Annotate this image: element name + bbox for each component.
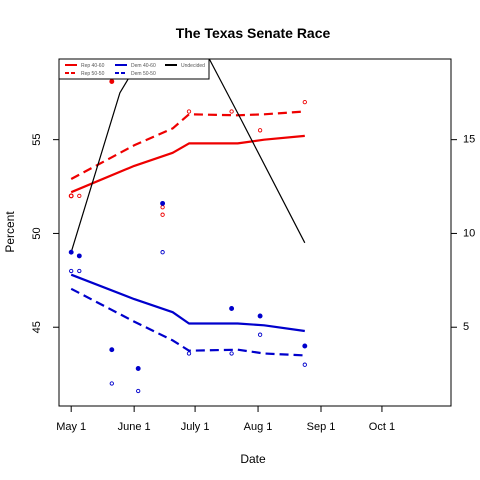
point-dem-50-50 (77, 268, 82, 274)
x-tick-label: May 1 (56, 421, 86, 433)
plot-frame (58, 58, 452, 407)
point-dem-50-50 (160, 250, 165, 255)
line-dem-40-60 (70, 273, 305, 333)
x-tick-label: June 1 (118, 421, 151, 433)
observation-points (68, 79, 308, 394)
point-dem-40-60 (257, 313, 263, 319)
y2-tick-label: 5 (463, 321, 469, 333)
point-rep-50-50 (69, 193, 74, 199)
series-lines (70, 59, 306, 357)
y-axis-left: 45 50 55 (31, 134, 60, 333)
point-rep-40-60 (109, 79, 115, 84)
point-rep-50-50 (77, 193, 82, 199)
point-rep-50-50 (302, 99, 307, 105)
legend-label-dem-40-60: Dem 40-60 (131, 63, 156, 69)
point-rep-50-50 (186, 109, 192, 114)
point-dem-50-50 (136, 388, 141, 394)
y2-tick-label: 10 (463, 227, 475, 239)
x-tick-label: Aug 1 (244, 421, 273, 433)
point-dem-50-50 (69, 268, 74, 274)
y-tick-label: 45 (31, 321, 43, 333)
point-dem-40-60 (229, 306, 235, 311)
point-dem-40-60 (109, 347, 115, 353)
point-dem-40-60 (68, 249, 74, 255)
line-rep-40-60 (70, 134, 305, 194)
legend-label-rep-40-60: Rep 40-60 (81, 63, 105, 69)
x-axis: May 1 June 1 July 1 Aug 1 Sep 1 Oct 1 (56, 405, 395, 433)
point-rep-50-50 (257, 128, 263, 133)
point-dem-50-50 (186, 351, 192, 356)
point-dem-50-50 (109, 381, 114, 386)
line-undecided (70, 59, 306, 253)
x-axis-label: Date (240, 452, 266, 466)
legend-label-rep-50-50: Rep 50-50 (81, 71, 105, 77)
line-dem-50-50 (70, 287, 305, 357)
chart-title: The Texas Senate Race (176, 25, 331, 41)
x-tick-label: July 1 (181, 421, 210, 433)
x-tick-label: Sep 1 (307, 421, 336, 433)
legend-label-dem-50-50: Dem 50-50 (131, 71, 156, 77)
y2-tick-label: 15 (463, 134, 475, 146)
point-dem-50-50 (302, 362, 307, 367)
legend-label-undecided: Undecided (181, 63, 205, 69)
legend: Rep 40-60 Rep 50-50 Dem 40-60 Dem 50-50 Unde… (58, 58, 210, 80)
y-axis-right: 5 10 15 (450, 134, 475, 333)
point-rep-50-50 (160, 205, 165, 210)
x-tick-label: Oct 1 (369, 421, 395, 433)
point-dem-40-60 (302, 343, 308, 349)
y-tick-label: 55 (31, 134, 43, 146)
point-dem-40-60 (160, 200, 166, 206)
y-tick-label: 50 (31, 227, 43, 239)
point-dem-40-60 (76, 253, 82, 259)
point-dem-40-60 (135, 366, 141, 371)
point-dem-50-50 (257, 332, 263, 337)
point-dem-50-50 (229, 351, 234, 356)
y-axis-label: Percent (3, 211, 17, 253)
line-rep-50-50 (70, 110, 305, 180)
point-rep-50-50 (229, 109, 234, 114)
point-rep-50-50 (160, 212, 165, 217)
